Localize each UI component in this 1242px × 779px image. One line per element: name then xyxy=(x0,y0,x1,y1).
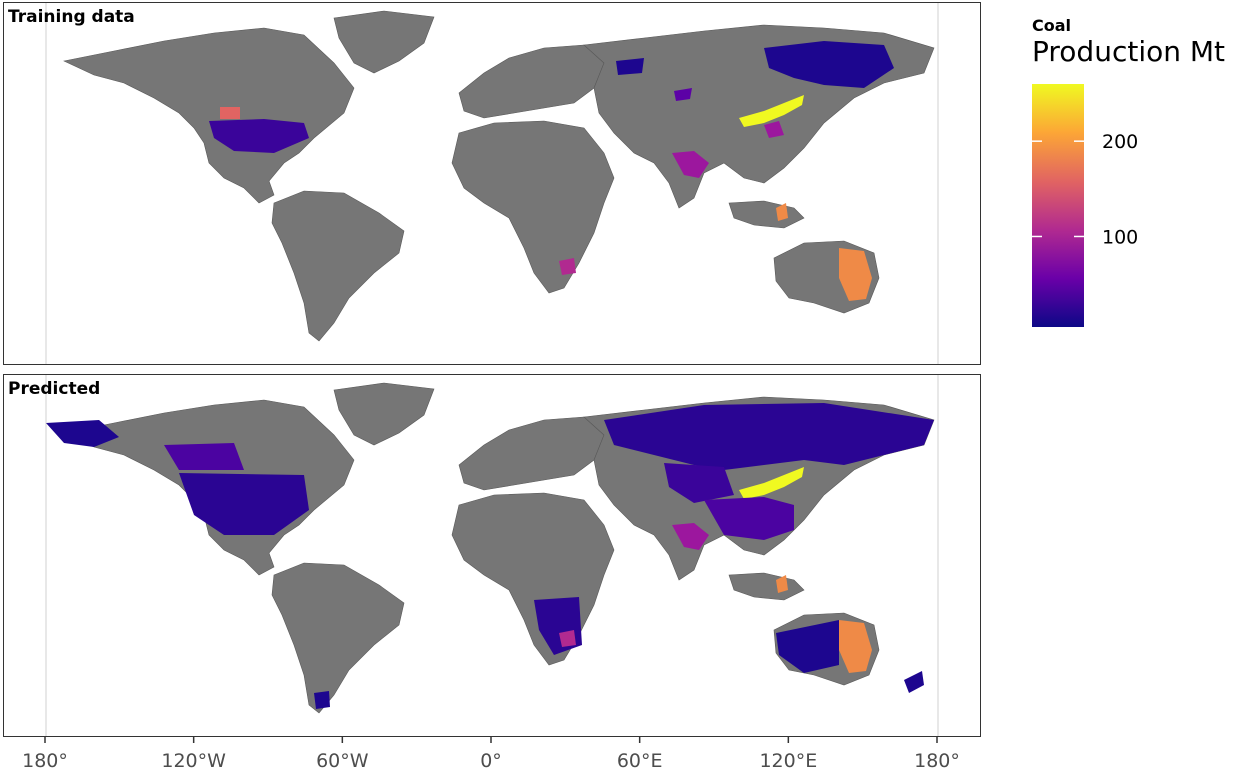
africa-land xyxy=(451,492,615,666)
region-india xyxy=(672,523,709,550)
africa-land xyxy=(451,120,615,294)
x-tick-label: 60°E xyxy=(617,750,663,772)
region-inner-mongolia xyxy=(739,95,804,127)
region-us xyxy=(179,473,309,535)
legend-colorbar: 200 100 xyxy=(1032,84,1138,327)
legend-group-label: Coal xyxy=(1032,16,1072,35)
region-canada-prairies xyxy=(164,443,244,470)
world-map-training xyxy=(45,3,939,364)
region-kalimantan xyxy=(776,203,788,221)
panel-title-predicted: Predicted xyxy=(8,379,101,399)
europe-land xyxy=(458,44,605,119)
legend: Coal Production Mt 200 100 xyxy=(1032,16,1242,327)
greenland-land xyxy=(333,10,435,74)
x-tick-label: 60°W xyxy=(316,750,369,772)
region-south-africa xyxy=(559,630,576,647)
x-tick-label: 120°E xyxy=(759,750,817,772)
north-america-land xyxy=(63,27,355,204)
region-queensland xyxy=(839,248,872,301)
x-axis: 180° 120°W 60°W 0° 60°E 120°E 180° xyxy=(22,737,960,772)
indonesia-land xyxy=(728,200,805,229)
region-us-midwest xyxy=(209,119,309,153)
x-tick-label: 0° xyxy=(480,750,502,772)
legend-tick-label: 100 xyxy=(1102,226,1138,248)
indonesia-land xyxy=(728,572,805,601)
south-america-land xyxy=(271,562,405,714)
map-panel-training: Training data xyxy=(3,2,981,365)
region-kazakhstan xyxy=(674,88,692,101)
region-india xyxy=(672,151,709,178)
region-siberia xyxy=(764,41,894,88)
region-inner-mongolia xyxy=(739,467,804,499)
region-south-africa xyxy=(559,258,576,275)
south-america-land xyxy=(271,190,405,342)
world-map-predicted xyxy=(45,375,939,736)
x-tick-label: 120°W xyxy=(161,750,226,772)
region-argentina-south xyxy=(314,691,330,709)
europe-land xyxy=(458,416,605,491)
legend-ticks: 200 100 xyxy=(1032,131,1138,248)
region-queensland xyxy=(839,620,872,673)
region-shanxi xyxy=(764,121,784,138)
x-tick-label: 180° xyxy=(22,750,68,772)
legend-tick-label: 200 xyxy=(1102,131,1138,153)
region-australia-west xyxy=(776,620,839,673)
x-axis-ticks: 180° 120°W 60°W 0° 60°E 120°E 180° xyxy=(22,737,960,772)
choropleth-training xyxy=(209,41,894,301)
map-panel-predicted: Predicted xyxy=(3,374,981,737)
region-new-zealand xyxy=(904,671,924,693)
region-russia xyxy=(604,403,934,470)
greenland-land xyxy=(333,382,435,446)
region-china-east xyxy=(704,497,794,540)
region-poland xyxy=(616,58,644,75)
region-central-asia xyxy=(664,463,734,503)
region-wyoming xyxy=(220,107,240,119)
region-kalimantan xyxy=(776,575,788,593)
x-tick-label: 180° xyxy=(914,750,960,772)
panel-title-training: Training data xyxy=(8,7,135,27)
legend-title: Production Mt xyxy=(1032,35,1226,68)
legend-gradient-bar xyxy=(1032,84,1084,327)
region-alaska xyxy=(46,420,119,447)
choropleth-predicted xyxy=(46,403,934,709)
